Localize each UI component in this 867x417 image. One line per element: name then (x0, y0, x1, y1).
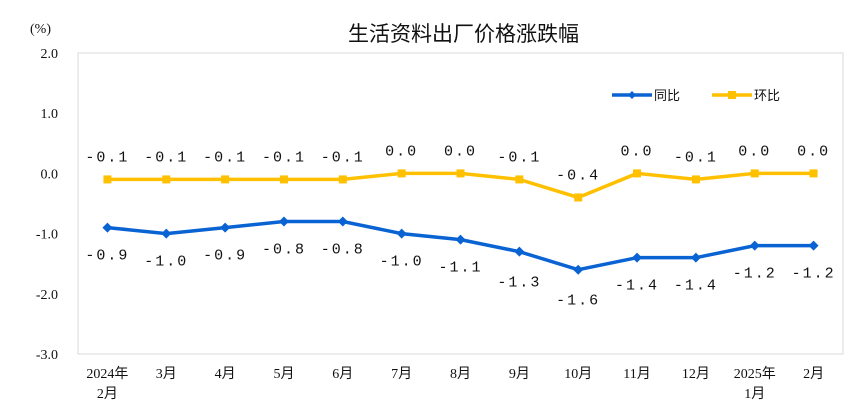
data-label: -1.4 (615, 278, 659, 295)
data-label: -0.1 (144, 149, 188, 166)
x-tick-label: 1月 (744, 386, 765, 402)
data-label: -1.1 (438, 260, 482, 277)
x-tick-label: 6月 (332, 366, 353, 382)
legend-label: 同比 (654, 89, 680, 104)
data-point (749, 240, 760, 251)
data-label: 0.0 (797, 143, 830, 160)
data-point (514, 246, 525, 257)
data-label: -1.6 (556, 293, 600, 310)
data-label: -0.1 (674, 149, 718, 166)
data-point (809, 169, 818, 178)
data-point (573, 264, 584, 275)
x-tick-label: 2024年 (86, 366, 128, 382)
data-point (690, 252, 701, 263)
data-point (221, 175, 230, 184)
legend-marker (728, 91, 736, 99)
data-label: -1.2 (792, 266, 836, 283)
data-label: -0.1 (262, 149, 306, 166)
data-point (632, 252, 643, 263)
x-tick-label: 7月 (391, 366, 412, 382)
data-point (279, 175, 288, 184)
legend-marker (628, 91, 636, 99)
x-tick-label: 10月 (564, 366, 592, 382)
y-tick-label: -3.0 (36, 348, 58, 363)
data-label: 0.0 (621, 143, 654, 160)
data-point (750, 169, 759, 178)
plot-area (77, 52, 844, 355)
data-point (396, 228, 407, 239)
data-point (691, 175, 700, 184)
x-tick-label: 2月 (803, 366, 824, 382)
data-point (161, 228, 172, 239)
data-label: -0.1 (321, 149, 365, 166)
x-tick-label: 2月 (97, 386, 118, 402)
data-label: -1.4 (674, 278, 718, 295)
data-point (337, 216, 348, 227)
chart-title: 生活资料出厂价格涨跌幅 (348, 22, 579, 46)
data-label: 0.0 (738, 143, 771, 160)
data-point (338, 175, 347, 184)
data-point (397, 169, 406, 178)
data-label: -1.0 (380, 254, 424, 271)
data-point (515, 175, 524, 184)
data-point (103, 175, 112, 184)
data-label: -1.3 (497, 275, 541, 292)
y-tick-label: 2.0 (41, 47, 59, 62)
data-point (808, 240, 819, 251)
x-tick-label: 8月 (450, 366, 471, 382)
data-label: -0.9 (203, 248, 247, 265)
data-label: -0.1 (85, 149, 129, 166)
data-label: 0.0 (385, 143, 418, 160)
y-tick-label: -2.0 (36, 288, 58, 303)
data-point (278, 216, 289, 227)
y-tick-label: 1.0 (41, 107, 59, 122)
data-label: -0.1 (203, 149, 247, 166)
data-point (220, 222, 231, 233)
y-axis-unit: (%) (30, 22, 51, 37)
data-label: -1.0 (144, 254, 188, 271)
data-point (102, 222, 113, 233)
x-tick-label: 5月 (273, 366, 294, 382)
data-label: -0.1 (497, 149, 541, 166)
x-tick-label: 2025年 (734, 366, 776, 382)
x-tick-label: 11月 (623, 366, 650, 382)
y-tick-label: -1.0 (36, 228, 58, 243)
data-label: -0.4 (556, 167, 600, 184)
x-tick-label: 3月 (156, 366, 177, 382)
x-tick-label: 12月 (682, 366, 710, 382)
data-label: -0.8 (262, 242, 306, 259)
x-tick-label: 4月 (215, 366, 236, 382)
legend-label: 环比 (754, 89, 780, 104)
data-label: -0.8 (321, 242, 365, 259)
data-label: -1.2 (733, 266, 777, 283)
data-point (455, 234, 466, 245)
data-point (456, 169, 465, 178)
data-point (574, 193, 583, 202)
x-tick-label: 9月 (509, 366, 530, 382)
y-tick-label: 0.0 (41, 167, 59, 182)
data-label: 0.0 (444, 143, 477, 160)
data-point (633, 169, 642, 178)
data-label: -0.9 (85, 248, 129, 265)
data-point (162, 175, 171, 184)
